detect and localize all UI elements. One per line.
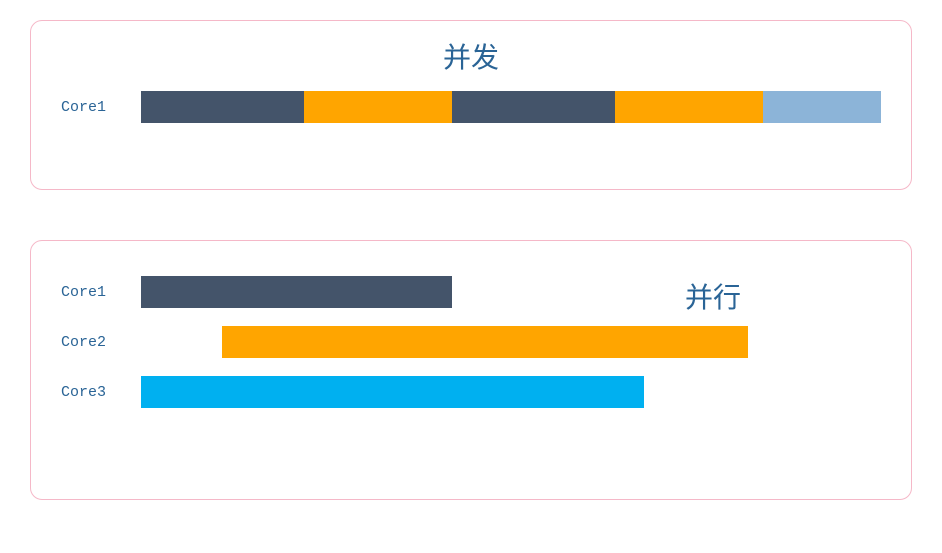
parallel-core2-label: Core2	[61, 334, 141, 351]
concurrency-core1-row: Core1	[61, 91, 881, 123]
parallel-core2-track	[141, 326, 881, 358]
parallel-core1-row: Core1	[61, 276, 881, 308]
parallel-core1-track	[141, 276, 881, 308]
parallel-core1-bar	[141, 276, 452, 308]
parallel-core3-row: Core3	[61, 376, 881, 408]
core1-label: Core1	[61, 99, 141, 116]
concurrency-title: 并发	[61, 36, 881, 76]
parallel-core1-label: Core1	[61, 284, 141, 301]
parallel-core2-bar	[222, 326, 747, 358]
core1-segment-3	[452, 91, 615, 123]
core1-segment-1	[141, 91, 304, 123]
parallel-core3-label: Core3	[61, 384, 141, 401]
core1-segment-2	[304, 91, 452, 123]
core1-bar-track	[141, 91, 881, 123]
parallel-core3-track	[141, 376, 881, 408]
parallel-core3-bar	[141, 376, 644, 408]
parallel-core2-row: Core2	[61, 326, 881, 358]
parallel-panel: 并行 Core1 Core2 Core3	[30, 240, 912, 500]
concurrency-panel: 并发 Core1	[30, 20, 912, 190]
core1-segment-4	[615, 91, 763, 123]
core1-segment-5	[763, 91, 881, 123]
